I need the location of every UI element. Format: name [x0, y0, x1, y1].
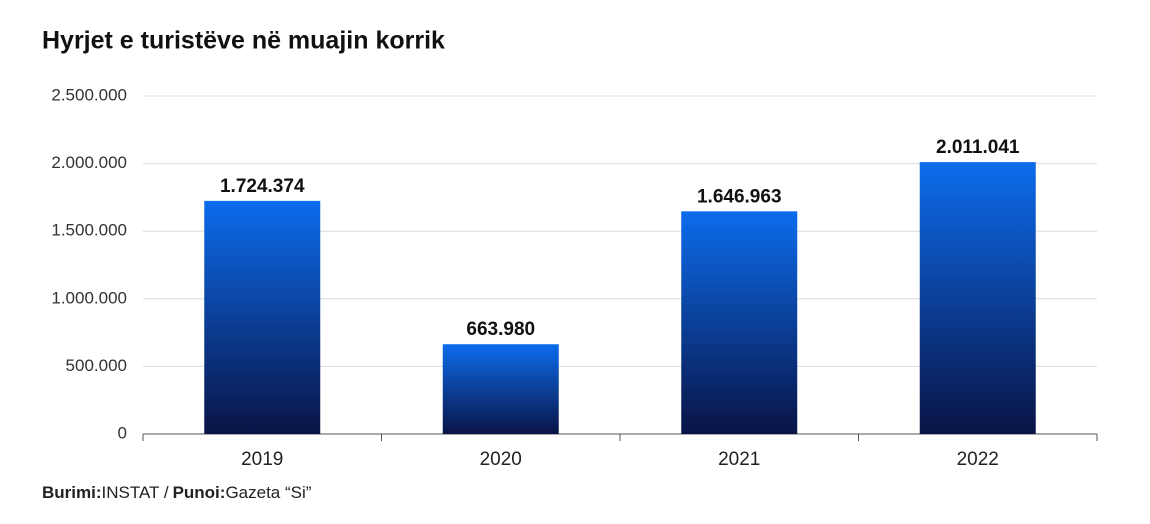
bar [919, 162, 1036, 435]
source-value: INSTAT / [102, 483, 169, 502]
x-tick-label: 2021 [718, 449, 760, 470]
author-value: Gazeta “Si” [225, 483, 311, 502]
y-tick-label: 1.500.000 [51, 221, 127, 240]
value-label: 2.011.041 [936, 137, 1020, 158]
bar [681, 211, 798, 434]
x-tick-label: 2022 [957, 449, 999, 470]
x-tick-label: 2019 [241, 449, 283, 470]
value-label: 663.980 [466, 319, 535, 340]
chart-title: Hyrjet e turistëve në muajin korrik [42, 27, 445, 55]
author-label: Punoi: [173, 483, 226, 502]
value-label: 1.724.374 [220, 176, 305, 197]
y-tick-label: 2.000.000 [51, 153, 127, 172]
y-tick-label: 0 [118, 423, 127, 442]
source-label: Burimi: [42, 483, 102, 502]
y-tick-label: 500.000 [66, 356, 127, 375]
y-tick-label: 2.500.000 [51, 85, 127, 104]
source-note: Burimi:INSTAT / Punoi:Gazeta “Si” [42, 483, 312, 502]
value-label: 1.646.963 [697, 186, 782, 207]
x-tick-label: 2020 [480, 449, 522, 470]
bar [442, 344, 559, 434]
y-tick-label: 1.000.000 [51, 288, 127, 307]
bar [204, 200, 321, 434]
